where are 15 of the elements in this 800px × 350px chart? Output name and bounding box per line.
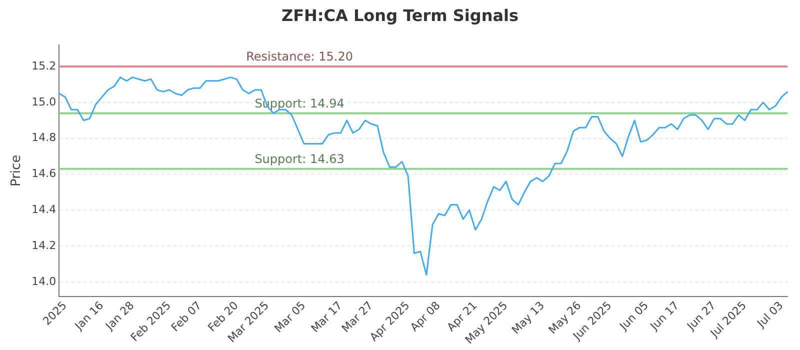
x-tick-label: Jul 03	[754, 298, 786, 331]
y-tick-label: 14.0	[32, 274, 56, 288]
ref-line-label: Support: 14.63	[254, 152, 344, 166]
y-axis-title: Price	[9, 154, 24, 187]
chart-title: ZFH:CA Long Term Signals	[280, 6, 520, 25]
y-tick-label: 14.2	[32, 238, 56, 252]
x-tick-label: Apr 08	[408, 298, 443, 334]
y-tick-label: 14.6	[32, 167, 56, 180]
y-tick-label: 15.0	[32, 95, 56, 108]
ref-line-label: Resistance: 15.20	[246, 50, 353, 64]
x-tick-label: Mar 05	[272, 298, 308, 336]
y-tick-label: 15.2	[32, 59, 56, 72]
y-tick-label: 14.8	[32, 131, 56, 144]
x-tick-label: Feb 07	[168, 298, 204, 334]
y-tick-label: 14.4	[32, 203, 56, 216]
